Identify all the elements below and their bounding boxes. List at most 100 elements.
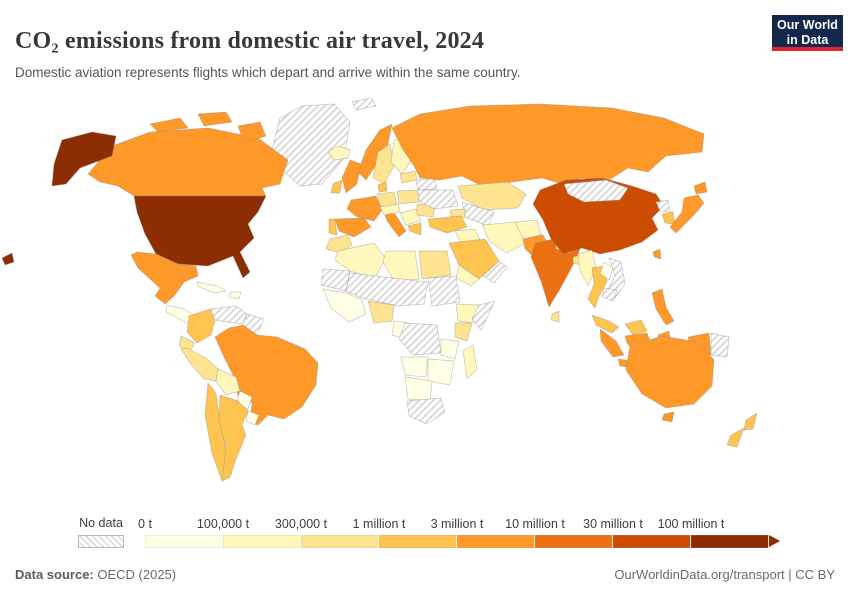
country-france[interactable] bbox=[346, 195, 383, 222]
country-sri-lanka[interactable] bbox=[550, 310, 560, 323]
country-north-korea[interactable] bbox=[655, 199, 671, 213]
footer-license-link[interactable]: CC BY bbox=[795, 567, 835, 582]
country-belarus[interactable] bbox=[415, 177, 438, 191]
country-malaysia[interactable] bbox=[591, 314, 620, 334]
country-canada[interactable] bbox=[87, 127, 289, 197]
country-sahel[interactable] bbox=[345, 272, 429, 307]
country-hispaniola[interactable] bbox=[228, 291, 242, 300]
country-laos[interactable] bbox=[599, 261, 614, 281]
country-uk[interactable] bbox=[341, 159, 362, 194]
country-canada-arctic-1[interactable] bbox=[149, 117, 189, 133]
legend-bin[interactable]: 300,000 t bbox=[275, 517, 379, 548]
country-usa[interactable] bbox=[133, 195, 267, 279]
country-iceland[interactable] bbox=[327, 145, 351, 161]
country-bolivia[interactable] bbox=[215, 368, 241, 396]
country-brazil[interactable] bbox=[214, 324, 319, 426]
country-sudan[interactable] bbox=[427, 275, 461, 307]
country-colombia[interactable] bbox=[186, 308, 216, 344]
country-papua-new-guinea[interactable] bbox=[710, 332, 730, 358]
country-greece[interactable] bbox=[407, 222, 422, 236]
country-svalbard[interactable] bbox=[351, 97, 377, 111]
footer-links: OurWorldinData.org/transport | CC BY bbox=[614, 567, 835, 582]
country-drc[interactable] bbox=[398, 322, 442, 356]
country-tanzania[interactable] bbox=[440, 338, 460, 360]
page-title: CO₂ emissions from domestic air travel, … bbox=[15, 28, 485, 55]
country-balkans[interactable] bbox=[399, 208, 422, 226]
country-myanmar[interactable] bbox=[577, 249, 597, 287]
country-kenya[interactable] bbox=[454, 322, 473, 342]
country-yemen[interactable] bbox=[455, 264, 480, 287]
country-turkey[interactable] bbox=[427, 215, 468, 234]
country-japan-hokkaido[interactable] bbox=[693, 181, 708, 195]
country-madagascar[interactable] bbox=[462, 344, 478, 380]
country-cambodia[interactable] bbox=[601, 287, 618, 302]
country-mauritania[interactable] bbox=[320, 268, 351, 292]
country-vietnam[interactable] bbox=[606, 257, 626, 299]
legend-bin[interactable]: 30 million t bbox=[583, 517, 691, 548]
country-philippines[interactable] bbox=[651, 288, 675, 326]
country-oman[interactable] bbox=[482, 260, 508, 284]
country-china[interactable] bbox=[532, 177, 665, 255]
country-new-zealand-south[interactable] bbox=[726, 427, 745, 448]
country-afghanistan[interactable] bbox=[514, 219, 542, 240]
country-australia-tasmania[interactable] bbox=[661, 411, 675, 423]
country-new-zealand-north[interactable] bbox=[743, 412, 758, 431]
country-iran[interactable] bbox=[481, 221, 527, 254]
country-venezuela[interactable] bbox=[209, 305, 248, 325]
country-ireland[interactable] bbox=[330, 179, 343, 194]
country-south-africa[interactable] bbox=[406, 397, 446, 425]
country-poland[interactable] bbox=[396, 189, 420, 205]
country-somalia[interactable] bbox=[471, 300, 496, 331]
legend-bin[interactable]: 1 million t bbox=[353, 517, 457, 548]
legend-bin[interactable]: 0 t bbox=[138, 517, 223, 548]
footer-url-link[interactable]: OurWorldinData.org/transport bbox=[614, 567, 785, 582]
country-mongolia[interactable] bbox=[563, 179, 629, 203]
country-portugal[interactable] bbox=[328, 218, 338, 236]
country-uruguay[interactable] bbox=[245, 410, 260, 426]
country-canada-baffin[interactable] bbox=[237, 121, 267, 143]
country-caucasus[interactable] bbox=[449, 208, 467, 219]
owid-logo[interactable]: Our World in Data bbox=[772, 15, 843, 51]
country-zambia-mozambique[interactable] bbox=[427, 358, 455, 386]
legend-bin-label: 3 million t bbox=[430, 517, 484, 531]
legend-bin[interactable]: 3 million t bbox=[431, 517, 535, 548]
country-mexico[interactable] bbox=[130, 251, 199, 305]
country-usa-hawaii[interactable] bbox=[1, 252, 15, 266]
country-cuba[interactable] bbox=[196, 281, 227, 294]
country-peru[interactable] bbox=[180, 347, 219, 382]
legend-bin-label: 30 million t bbox=[583, 517, 643, 531]
country-sweden[interactable] bbox=[372, 143, 395, 185]
country-greenland[interactable] bbox=[271, 103, 351, 187]
country-libya[interactable] bbox=[382, 250, 420, 282]
country-alpine[interactable] bbox=[379, 203, 401, 216]
country-denmark[interactable] bbox=[377, 181, 388, 193]
country-usa-alaska[interactable] bbox=[51, 131, 117, 187]
country-indonesia-sumatra[interactable] bbox=[599, 328, 625, 358]
country-canada-arctic-2[interactable] bbox=[197, 111, 233, 127]
legend-no-data-swatch[interactable]: No data bbox=[78, 516, 124, 548]
country-australia[interactable] bbox=[625, 335, 715, 409]
footer-source-value: OECD (2025) bbox=[93, 567, 177, 582]
country-italy[interactable] bbox=[383, 211, 407, 238]
country-spain[interactable] bbox=[334, 217, 372, 238]
country-egypt[interactable] bbox=[418, 250, 452, 280]
legend-bin[interactable]: 100,000 t bbox=[197, 517, 301, 548]
legend-bin[interactable]: 100 million t bbox=[658, 517, 769, 548]
country-south-korea[interactable] bbox=[661, 211, 676, 225]
country-japan[interactable] bbox=[669, 194, 705, 234]
country-russia[interactable] bbox=[391, 103, 705, 187]
country-ukraine[interactable] bbox=[417, 189, 459, 210]
legend-no-data-label: No data bbox=[79, 516, 123, 530]
country-namibia-botswana[interactable] bbox=[404, 376, 433, 402]
country-taiwan[interactable] bbox=[652, 248, 662, 260]
legend-bin[interactable]: 10 million t bbox=[505, 517, 613, 548]
country-malaysia-borneo[interactable] bbox=[624, 319, 648, 336]
country-norway[interactable] bbox=[357, 123, 393, 181]
country-angola[interactable] bbox=[400, 356, 429, 378]
country-argentina[interactable] bbox=[218, 394, 249, 482]
country-nigeria[interactable] bbox=[367, 300, 395, 324]
footer-source: Data source: OECD (2025) bbox=[15, 567, 176, 582]
country-kazakhstan[interactable] bbox=[457, 181, 527, 211]
country-west-africa[interactable] bbox=[322, 288, 367, 323]
legend-bin-label: 1 million t bbox=[352, 517, 406, 531]
